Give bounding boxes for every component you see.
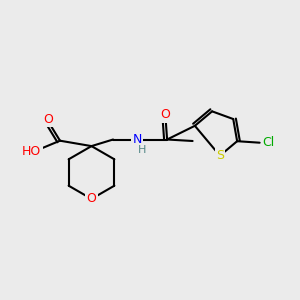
Text: Cl: Cl bbox=[262, 136, 274, 149]
Text: N: N bbox=[132, 133, 142, 146]
Text: S: S bbox=[216, 149, 224, 162]
Text: O: O bbox=[87, 192, 96, 206]
Text: H: H bbox=[138, 145, 147, 155]
Text: O: O bbox=[44, 112, 53, 126]
Text: O: O bbox=[161, 108, 170, 122]
Text: HO: HO bbox=[22, 145, 41, 158]
